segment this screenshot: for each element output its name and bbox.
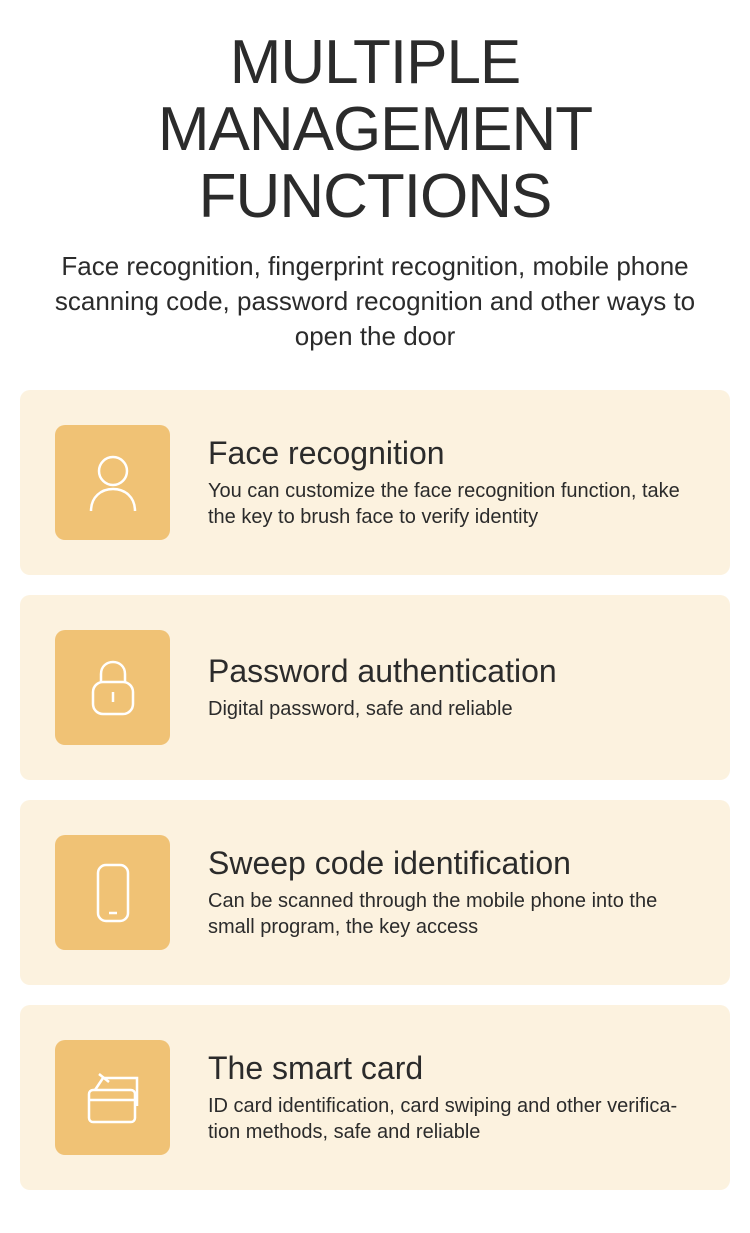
feature-card-list: Face recognition You can customize the f… (20, 390, 730, 1190)
card-icon (79, 1064, 147, 1132)
card-content: Password authentication Digital password… (208, 653, 702, 722)
title-line-3: FUNCTIONS (199, 162, 552, 231)
face-icon-box (55, 425, 170, 540)
phone-icon (79, 859, 147, 927)
card-desc: You can customize the face recognition f… (208, 478, 702, 530)
face-icon (79, 449, 147, 517)
feature-card-face: Face recognition You can customize the f… (20, 390, 730, 575)
card-desc: Digital password, safe and reliable (208, 696, 702, 722)
card-desc: Can be scanned through the mobile phone … (208, 888, 702, 940)
card-title: The smart card (208, 1050, 702, 1087)
card-icon-box (55, 1040, 170, 1155)
lock-icon (79, 654, 147, 722)
title-line-1: MULTIPLE (230, 28, 521, 97)
card-title: Face recognition (208, 435, 702, 472)
feature-card-smartcard: The smart card ID card identification, c… (20, 1005, 730, 1190)
card-title: Password authentication (208, 653, 702, 690)
page-title: MULTIPLE MANAGEMENT FUNCTIONS (20, 30, 730, 231)
phone-icon-box (55, 835, 170, 950)
card-content: Sweep code identification Can be scanned… (208, 845, 702, 940)
card-content: Face recognition You can customize the f… (208, 435, 702, 530)
page-subtitle: Face recognition, fingerprint recognitio… (20, 249, 730, 354)
page-container: MULTIPLE MANAGEMENT FUNCTIONS Face recog… (0, 0, 750, 1210)
feature-card-password: Password authentication Digital password… (20, 595, 730, 780)
card-desc: ID card identification, card swiping and… (208, 1093, 702, 1145)
lock-icon-box (55, 630, 170, 745)
feature-card-sweep: Sweep code identification Can be scanned… (20, 800, 730, 985)
card-content: The smart card ID card identification, c… (208, 1050, 702, 1145)
card-title: Sweep code identification (208, 845, 702, 882)
title-line-2: MANAGEMENT (158, 95, 592, 164)
